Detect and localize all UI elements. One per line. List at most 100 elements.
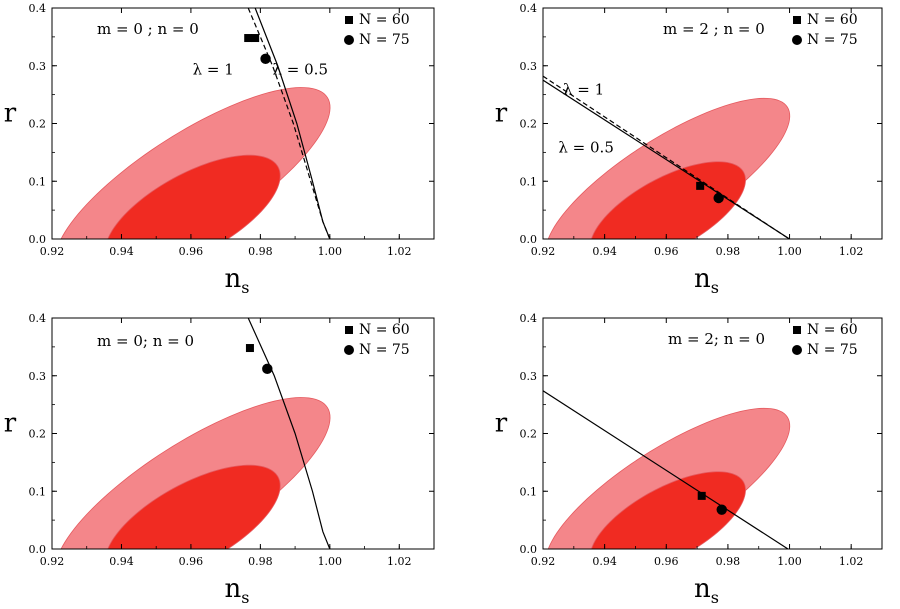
x-tick-label: 0.92	[531, 245, 556, 258]
panel-annotation: m = 2; n = 0	[668, 330, 765, 348]
y-axis-label: r	[495, 409, 508, 439]
plot-area	[60, 8, 331, 239]
curve-label: λ = 1	[563, 81, 604, 99]
x-tick-label: 0.96	[179, 245, 204, 258]
y-axis-label: r	[4, 409, 17, 439]
x-tick-label: 0.98	[716, 245, 741, 258]
curve-label: λ = 0.5	[558, 138, 613, 156]
x-axis-label-main: n	[694, 574, 711, 604]
series-line-solid	[543, 79, 790, 239]
x-tick-label: 0.94	[592, 245, 617, 258]
contour-inner	[107, 154, 281, 239]
legend-label: N = 60	[359, 322, 410, 338]
y-tick-label: 0.0	[29, 233, 47, 246]
y-tick-label: 0.4	[29, 2, 47, 15]
y-axis-label: r	[4, 99, 17, 129]
x-tick-label: 1.00	[777, 245, 802, 258]
x-tick-label: 1.02	[839, 245, 864, 258]
x-tick-label: 0.94	[109, 245, 134, 258]
x-tick-label: 0.98	[716, 555, 741, 568]
x-tick-label: 0.96	[654, 245, 679, 258]
y-tick-label: 0.1	[520, 175, 538, 188]
series-line-dashed	[543, 75, 790, 239]
x-axis-label: ns	[225, 264, 250, 297]
y-axis-label: r	[495, 99, 508, 129]
marker-n75	[260, 53, 271, 65]
y-tick-label: 0.4	[520, 2, 538, 15]
y-tick-label: 0.4	[29, 312, 47, 325]
x-axis-label: ns	[225, 574, 250, 607]
panel-annotation: m = 2 ; n = 0	[663, 20, 765, 38]
x-tick-label: 1.02	[387, 555, 412, 568]
plot-area	[543, 390, 791, 549]
legend-circle-icon	[344, 35, 354, 45]
marker-n60	[244, 34, 253, 43]
y-tick-label: 0.1	[520, 485, 538, 498]
legend-square-icon	[345, 16, 353, 24]
legend-label: N = 75	[359, 342, 410, 358]
x-tick-label: 0.94	[592, 555, 617, 568]
curve-label: λ = 0.5	[273, 60, 328, 78]
x-axis-label-sub: s	[711, 278, 719, 297]
panel-annotation: m = 0 ; n = 0	[97, 20, 199, 38]
marker-n75	[262, 363, 273, 375]
y-tick-label: 0.3	[29, 60, 47, 73]
contour-inner	[591, 471, 746, 549]
marker-n60	[697, 491, 706, 500]
chart-panel-bottom-right: 0.92 0.94 0.96 0.98 1.00 1.02 0.0 0.1 0.2 0.3 0.4 n…	[495, 312, 883, 607]
legend-square-icon	[793, 326, 801, 334]
contour-inner	[107, 464, 281, 549]
marker-n60	[245, 344, 254, 353]
plot-area	[543, 75, 791, 239]
y-tick-label: 0.0	[29, 543, 47, 556]
x-tick-label: 0.96	[179, 555, 204, 568]
x-axis-label: ns	[694, 264, 719, 297]
x-axis-label-sub: s	[711, 588, 719, 607]
x-tick-label: 0.92	[531, 555, 556, 568]
x-tick-label: 1.00	[318, 245, 343, 258]
contour-outer	[60, 87, 331, 239]
x-tick-label: 1.00	[318, 555, 343, 568]
x-axis-label-main: n	[225, 574, 242, 604]
x-axis-label-sub: s	[241, 278, 249, 297]
y-tick-label: 0.1	[29, 485, 47, 498]
series-line-solid	[254, 8, 331, 239]
x-axis-label-main: n	[225, 264, 242, 294]
marker-n75	[716, 504, 727, 515]
y-tick-label: 0.2	[520, 118, 538, 131]
chart-panel-top-right: 0.92 0.94 0.96 0.98 1.00 1.02 0.0 0.1 0.2 0.3 0.4 n…	[495, 2, 883, 297]
x-tick-label: 1.00	[777, 555, 802, 568]
contour-outer	[60, 397, 331, 549]
marker-n60	[251, 34, 260, 43]
legend-square-icon	[793, 16, 801, 24]
legend-label: N = 75	[807, 32, 858, 48]
series-line-solid	[543, 390, 789, 549]
legend-label: N = 75	[359, 32, 410, 48]
y-tick-label: 0.2	[29, 428, 47, 441]
legend-label: N = 60	[807, 12, 858, 28]
legend-label: N = 60	[807, 322, 858, 338]
curve-label: λ = 1	[193, 60, 234, 78]
y-tick-label: 0.2	[520, 428, 538, 441]
x-tick-label: 0.98	[248, 555, 273, 568]
x-tick-label: 1.02	[839, 555, 864, 568]
legend-label: N = 60	[359, 12, 410, 28]
x-tick-label: 0.96	[654, 555, 679, 568]
x-tick-label: 0.98	[248, 245, 273, 258]
y-tick-label: 0.0	[520, 543, 538, 556]
y-tick-label: 0.0	[520, 233, 538, 246]
y-tick-label: 0.3	[520, 370, 538, 383]
x-tick-label: 0.92	[40, 555, 65, 568]
y-tick-label: 0.3	[29, 370, 47, 383]
y-tick-label: 0.4	[520, 312, 538, 325]
legend-label: N = 75	[807, 342, 858, 358]
x-axis-label-main: n	[694, 264, 711, 294]
plot-area	[60, 318, 331, 549]
x-tick-label: 0.92	[40, 245, 65, 258]
x-axis-label: ns	[694, 574, 719, 607]
x-axis-label-sub: s	[241, 588, 249, 607]
marker-n75	[713, 192, 724, 204]
marker-n60	[696, 181, 705, 190]
legend-circle-icon	[792, 345, 802, 355]
